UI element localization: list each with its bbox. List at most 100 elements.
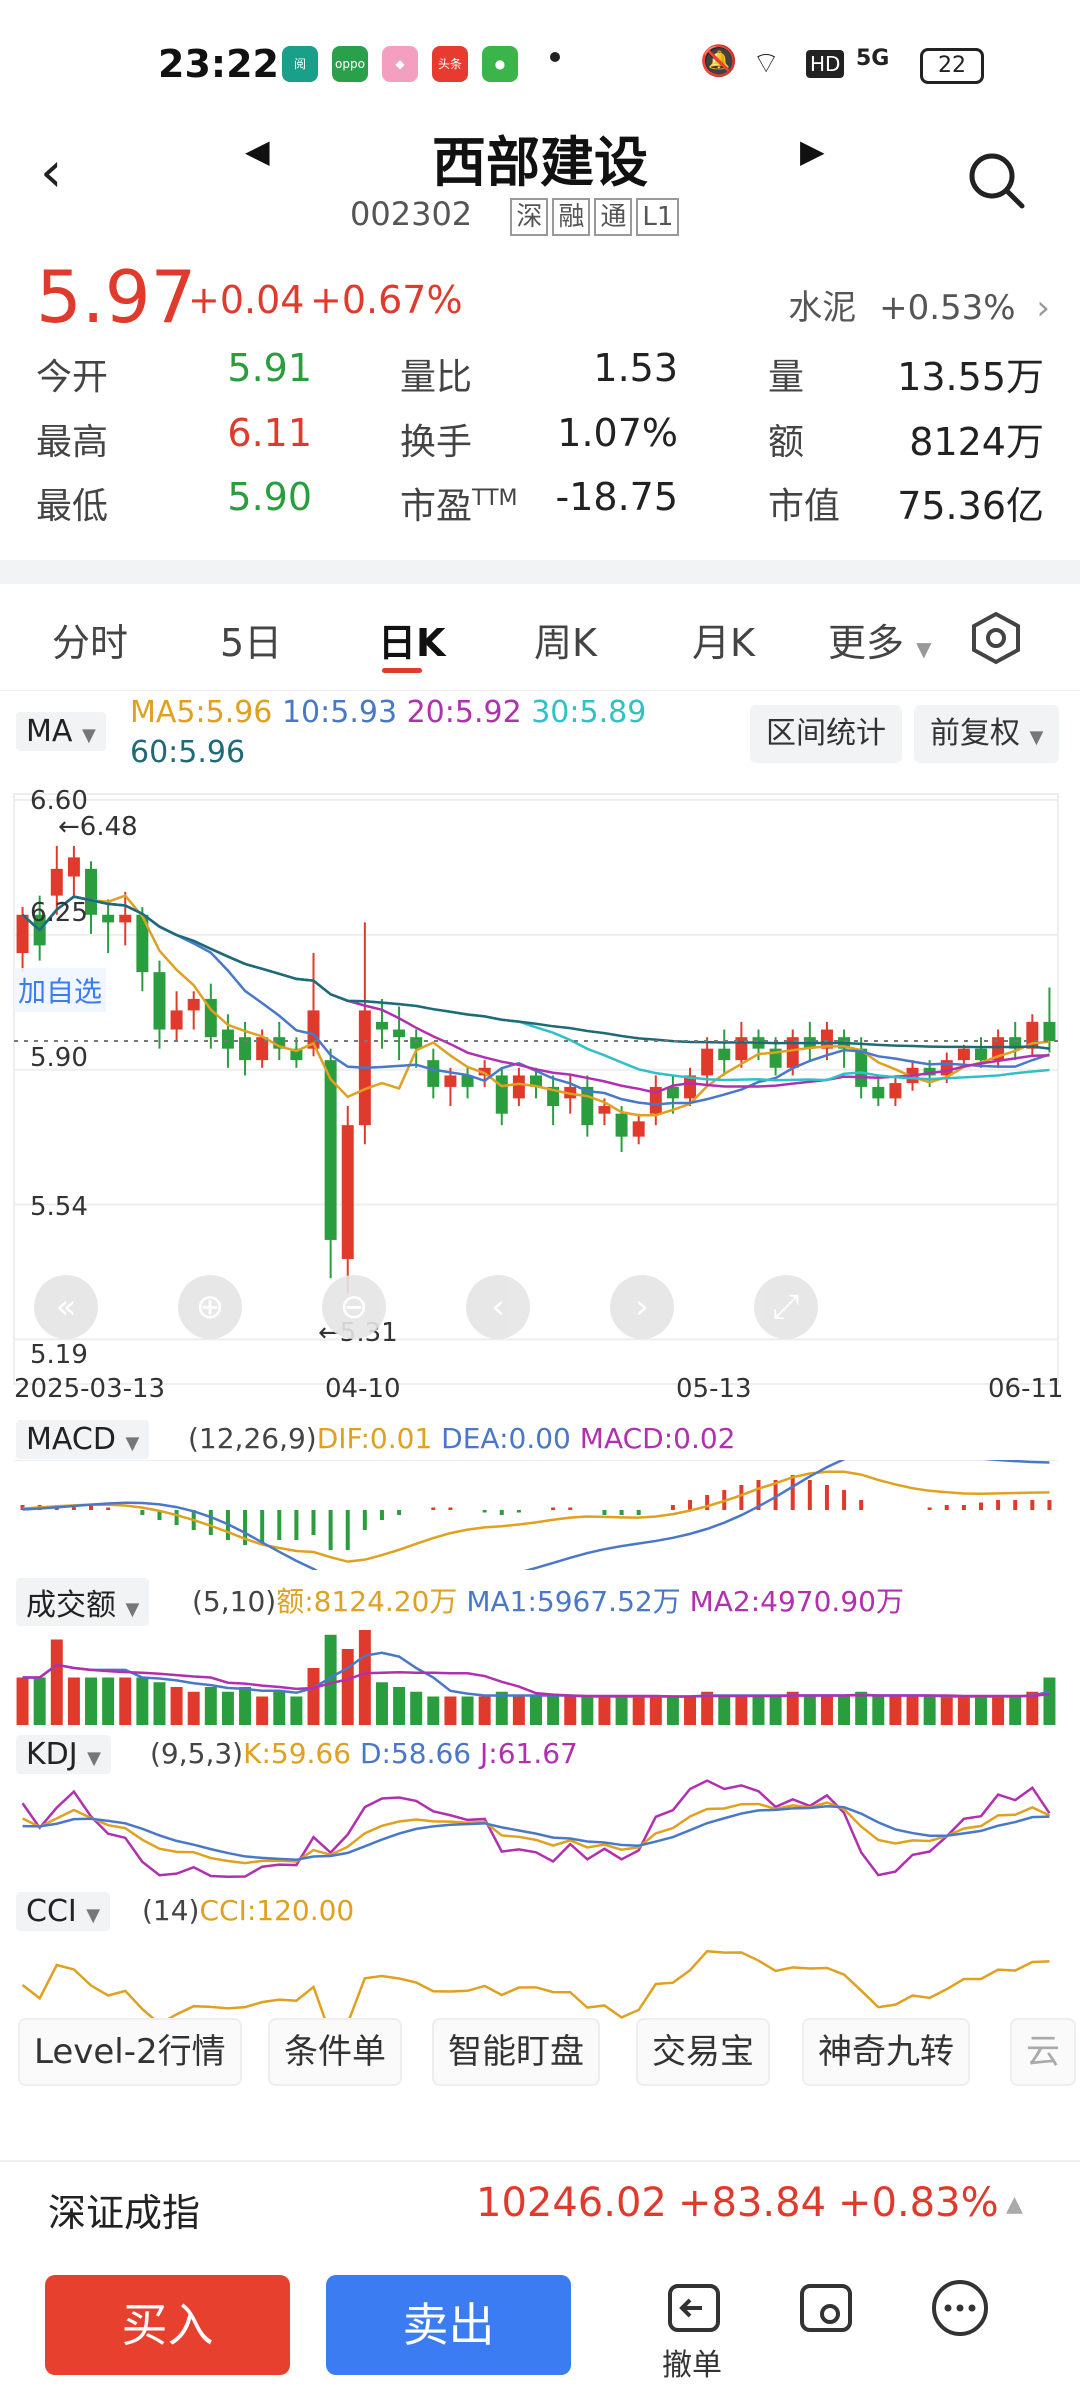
candle-body	[666, 1086, 679, 1099]
macd-legend: (12,26,9)DIF:0.01 DEA:0.00 MACD:0.02	[188, 1422, 736, 1455]
status-bar: 23:22 阅 oppo ◆ 头条 ● 🔕 ⌔ HD 5G 22	[0, 0, 1080, 110]
tool-cloud[interactable]: 云	[1010, 2018, 1076, 2086]
candle-body	[889, 1083, 902, 1099]
quote-value: 13.55万	[897, 355, 1044, 399]
tab-5day[interactable]: 5日	[220, 621, 283, 665]
volume-bar	[649, 1696, 662, 1725]
candle-body	[957, 1048, 970, 1061]
adjust-selector[interactable]: 前复权 ▼	[914, 705, 1060, 763]
macd-dea: DEA:0.00	[441, 1422, 571, 1455]
tab-weekly-k[interactable]: 周K	[534, 621, 597, 665]
index-bar[interactable]	[0, 2160, 1080, 2262]
candlestick-chart[interactable]	[0, 780, 1080, 1420]
app-icon-read: 阅	[282, 46, 318, 82]
volume-bar	[752, 1696, 765, 1725]
tab-monthly-k[interactable]: 月K	[692, 621, 755, 665]
network-icon: 5G	[856, 46, 890, 71]
cci-line	[21, 1949, 1050, 2037]
cancel-order-icon[interactable]	[664, 2278, 724, 2338]
scroll-left-fast-icon[interactable]: «	[34, 1275, 98, 1339]
x-tick-3: 06-11	[988, 1374, 1064, 1404]
ma-selector[interactable]: MA ▼	[16, 712, 106, 751]
scroll-left-icon[interactable]: ‹	[466, 1275, 530, 1339]
settings-hex-icon[interactable]	[968, 610, 1024, 666]
prev-stock-icon[interactable]: ◀	[245, 132, 270, 170]
volume-bar	[307, 1668, 320, 1725]
range-stats-button[interactable]: 区间统计	[750, 705, 902, 763]
candle-body	[649, 1086, 662, 1114]
industry-link[interactable]: 水泥 +0.53% ›	[788, 280, 1050, 329]
volume-selector[interactable]: 成交额 ▼	[16, 1578, 150, 1626]
kdj-selector[interactable]: KDJ ▼	[16, 1735, 112, 1774]
cci-chart[interactable]	[0, 1925, 1080, 2040]
period-tabs	[0, 590, 1080, 691]
candle-body	[153, 972, 166, 1030]
index-value: 10246.02	[476, 2180, 667, 2226]
volume-bar	[33, 1677, 46, 1725]
tool-conditional-order[interactable]: 条件单	[268, 2018, 402, 2086]
zoom-out-icon[interactable]: ⊖	[322, 1275, 386, 1339]
volume-label: 成交额	[26, 1588, 116, 1623]
fullscreen-icon[interactable]: ⤢	[754, 1275, 818, 1339]
macd-selector[interactable]: MACD ▼	[16, 1420, 150, 1459]
volume-bar	[119, 1677, 132, 1725]
volume-legend: (5,10)额:8124.20万 MA1:5967.52万 MA2:4970.9…	[192, 1580, 904, 1620]
wifi-icon: ⌔	[752, 46, 781, 81]
volume-chart[interactable]	[0, 1615, 1080, 1730]
kdj-chart[interactable]	[0, 1770, 1080, 1885]
back-icon[interactable]: ‹	[40, 140, 63, 205]
sell-button[interactable]: 卖出	[326, 2275, 571, 2375]
candle-body	[974, 1048, 987, 1061]
quote-label: 最低	[36, 486, 109, 527]
ma5-line	[21, 894, 1050, 1117]
quote-value: 5.90	[227, 475, 312, 519]
add-watchlist-button[interactable]: 加自选	[14, 968, 107, 1012]
tool-level2[interactable]: Level-2行情	[18, 2018, 242, 2086]
volume-bar	[358, 1630, 371, 1725]
candle-body	[307, 1010, 320, 1049]
buy-button[interactable]: 买入	[45, 2275, 290, 2375]
caret-up-icon[interactable]: ▲	[1006, 2192, 1023, 2217]
alert-icon[interactable]	[796, 2278, 856, 2338]
volume-bar	[974, 1696, 987, 1725]
cci-legend: (14)CCI:120.00	[142, 1894, 354, 1927]
macd-chart[interactable]	[0, 1460, 1080, 1570]
tab-daily-k[interactable]: 日K	[378, 621, 446, 665]
volume-bar	[820, 1696, 833, 1725]
macd-dif: DIF:0.01	[316, 1422, 433, 1455]
industry-name: 水泥	[788, 288, 857, 328]
y-tick-4: 5.54	[30, 1192, 88, 1222]
next-stock-icon[interactable]: ▶	[800, 132, 825, 170]
ma60-line	[21, 895, 1050, 1050]
cci-selector[interactable]: CCI ▼	[16, 1892, 111, 1931]
zoom-in-icon[interactable]: ⊕	[178, 1275, 242, 1339]
tab-more[interactable]: 更多 ▼	[828, 612, 932, 667]
notification-dot	[550, 52, 560, 62]
volume-bar	[855, 1691, 868, 1725]
caret-down-icon: ▼	[125, 1599, 140, 1620]
volume-bar	[598, 1696, 611, 1725]
ma30-line	[21, 895, 1050, 1082]
volume-bar	[923, 1696, 936, 1725]
tool-magic-nine[interactable]: 神奇九转	[802, 2018, 970, 2086]
scroll-right-icon[interactable]: ›	[610, 1275, 674, 1339]
quote-value: 1.07%	[557, 411, 678, 455]
tool-trade-treasure[interactable]: 交易宝	[636, 2018, 770, 2086]
tab-intraday[interactable]: 分时	[52, 621, 129, 665]
index-pct: +0.83%	[838, 2180, 999, 2226]
more-icon[interactable]	[928, 2276, 992, 2340]
volume-bar	[1043, 1677, 1056, 1725]
search-icon[interactable]	[964, 148, 1028, 212]
candle-body	[170, 1010, 183, 1030]
index-name: 深证成指	[48, 2191, 201, 2235]
candle-body	[239, 1037, 252, 1061]
kdj-label: KDJ	[26, 1737, 78, 1772]
volume-bar	[786, 1691, 799, 1725]
candle-body	[273, 1037, 286, 1049]
candle-body	[684, 1075, 697, 1099]
tool-smart-watch[interactable]: 智能盯盘	[432, 2018, 600, 2086]
quote-value: 75.36亿	[897, 484, 1044, 528]
caret-down-icon: ▼	[1029, 727, 1044, 748]
volume-bar	[324, 1634, 337, 1725]
candle-body	[512, 1075, 525, 1099]
